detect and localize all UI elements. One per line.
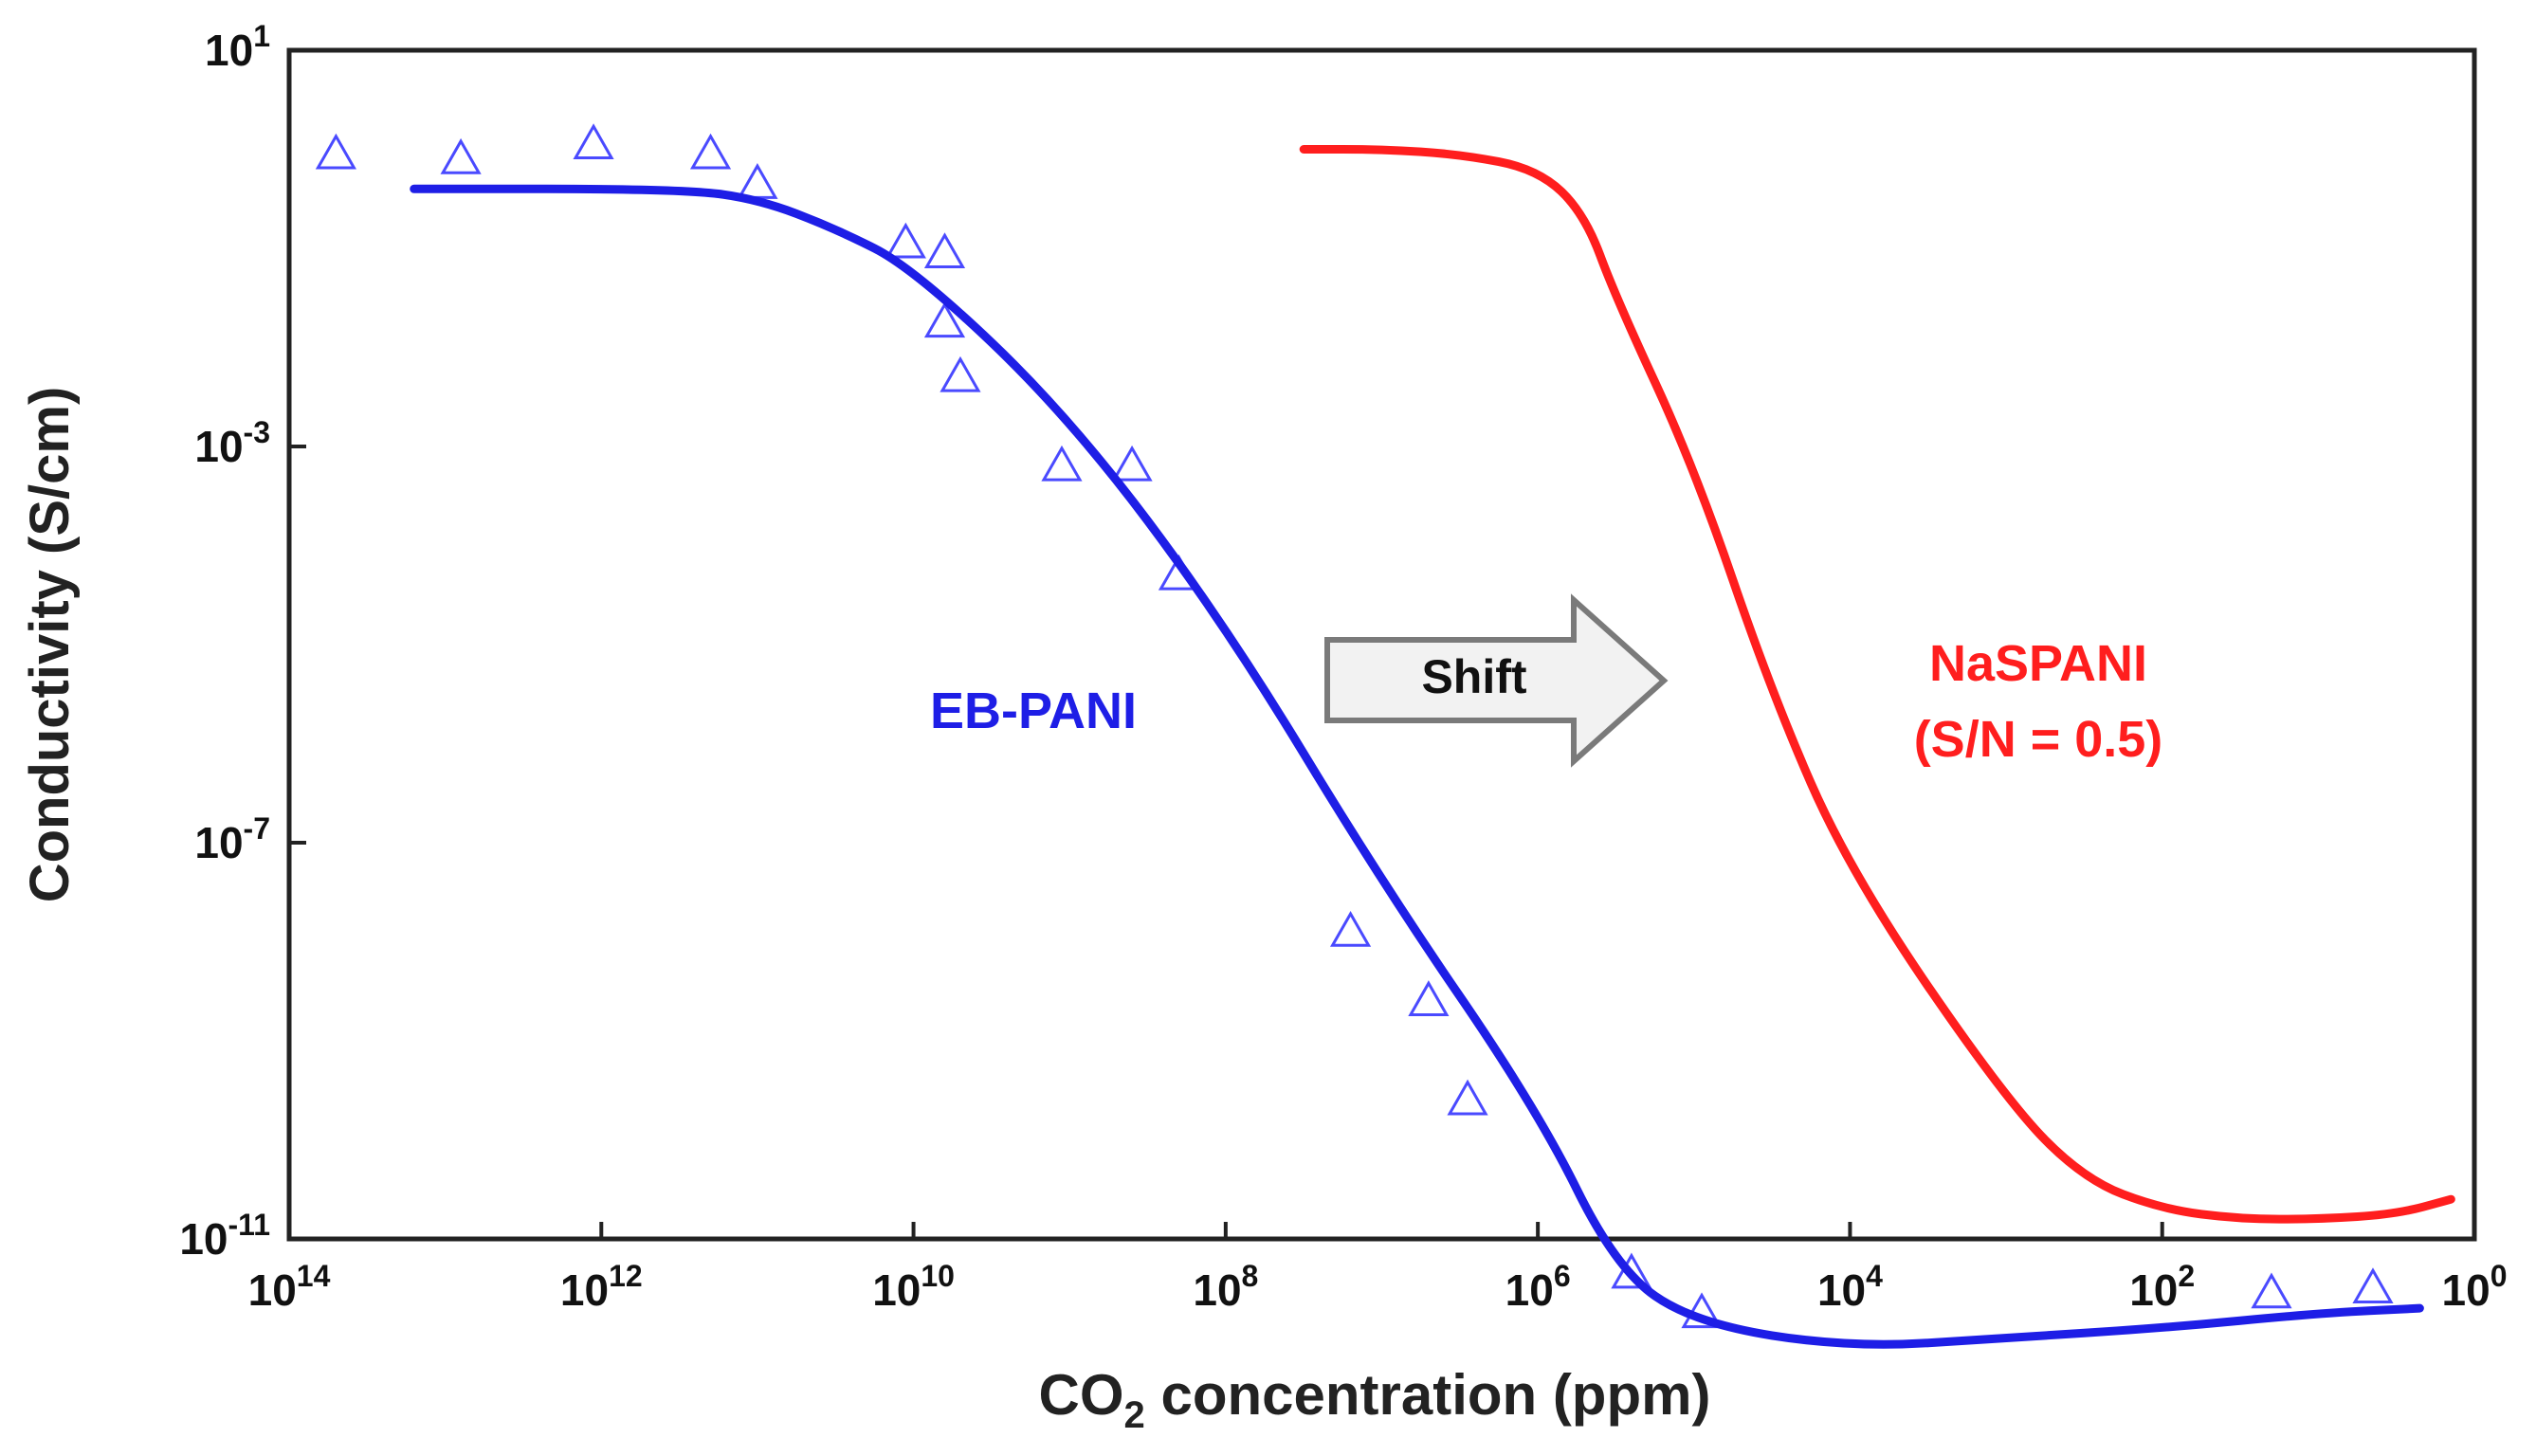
data-point-triangle (940, 355, 981, 392)
x-axis-title-subscript: 2 (1124, 1394, 1145, 1436)
x-tick-base: 10 (248, 1265, 297, 1315)
x-tick-base: 10 (2129, 1265, 2178, 1315)
data-point-triangle (315, 133, 356, 170)
x-tick-exponent: 6 (1554, 1259, 1571, 1293)
y-axis-title: Conductivity (S/cm) (19, 387, 81, 903)
y-tick-base: 10 (205, 26, 253, 75)
data-point-triangle (2251, 1272, 2292, 1309)
y-tick-label: 10-7 (194, 811, 270, 867)
data-point-triangle (689, 133, 732, 170)
x-tick-exponent: 2 (2178, 1259, 2195, 1293)
x-tick-exponent: 8 (1242, 1259, 1259, 1293)
plot-area (286, 47, 2477, 1242)
y-tick-exponent: -3 (244, 415, 270, 449)
series-line-1 (410, 184, 2424, 1349)
x-tick-base: 10 (1505, 1265, 1554, 1315)
y-tick-base: 10 (179, 1214, 228, 1264)
naspani-label: NaSPANI (1929, 635, 2147, 692)
x-tick-base: 10 (2442, 1265, 2490, 1315)
x-tick-label: 100 (2442, 1259, 2508, 1315)
x-tick-label: 106 (1505, 1259, 1571, 1315)
series-layer (315, 123, 2455, 1349)
x-tick-label: 102 (2129, 1259, 2195, 1315)
y-tick-exponent: -7 (244, 811, 270, 846)
y-tick-base: 10 (194, 818, 243, 867)
data-point-triangle (1329, 911, 1372, 947)
y-tick-label: 10-3 (194, 415, 270, 471)
data-point-triangle (737, 163, 778, 199)
x-tick-label: 1012 (560, 1259, 643, 1315)
x-axis-title: CO2 concentration (ppm) (1039, 1363, 1711, 1436)
data-point-triangle (885, 222, 926, 259)
x-tick-exponent: 10 (921, 1259, 955, 1293)
y-tick-base: 10 (194, 422, 243, 471)
data-point-triangle (440, 137, 482, 174)
data-point-triangle (573, 123, 614, 160)
x-tick-exponent: 12 (609, 1259, 643, 1293)
x-tick-base: 10 (560, 1265, 609, 1315)
x-tick-exponent: 0 (2490, 1259, 2508, 1293)
series-line-2 (1299, 145, 2455, 1224)
data-point-triangle (2352, 1267, 2394, 1303)
y-tick-label: 101 (205, 19, 270, 75)
x-tick-exponent: 14 (297, 1259, 331, 1293)
data-point-triangle (1447, 1079, 1488, 1116)
x-tick-base: 10 (1817, 1265, 1866, 1315)
x-tick-label: 1010 (872, 1259, 955, 1315)
eb-pani-label: EB-PANI (930, 682, 1137, 739)
x-tick-label: 108 (1193, 1259, 1258, 1315)
data-point-triangle (923, 301, 966, 338)
data-point-triangle (1408, 980, 1450, 1016)
x-tick-label: 1014 (248, 1259, 331, 1315)
x-tick-base: 10 (872, 1265, 921, 1315)
x-axis-title-suffix: concentration (ppm) (1145, 1363, 1711, 1427)
naspani-ratio-label: (S/N = 0.5) (1914, 711, 2163, 768)
y-tick-label: 10-11 (179, 1208, 270, 1264)
data-point-triangle (923, 232, 966, 268)
x-axis-title-prefix: CO (1039, 1363, 1124, 1427)
x-tick-base: 10 (1193, 1265, 1241, 1315)
y-tick-exponent: 1 (253, 19, 270, 53)
data-point-triangle (1611, 1252, 1652, 1289)
shift-arrow: Shift (1324, 593, 1669, 768)
data-point-triangle (1111, 445, 1153, 482)
y-tick-exponent: -11 (228, 1208, 270, 1242)
x-axis-ticks: 1014 1012 1010 108 106 104 102 100 (248, 1222, 2508, 1315)
x-tick-label: 104 (1817, 1259, 1883, 1315)
data-point-triangle (1041, 445, 1083, 482)
shift-label: Shift (1421, 650, 1526, 703)
x-tick-exponent: 4 (1866, 1259, 1883, 1293)
